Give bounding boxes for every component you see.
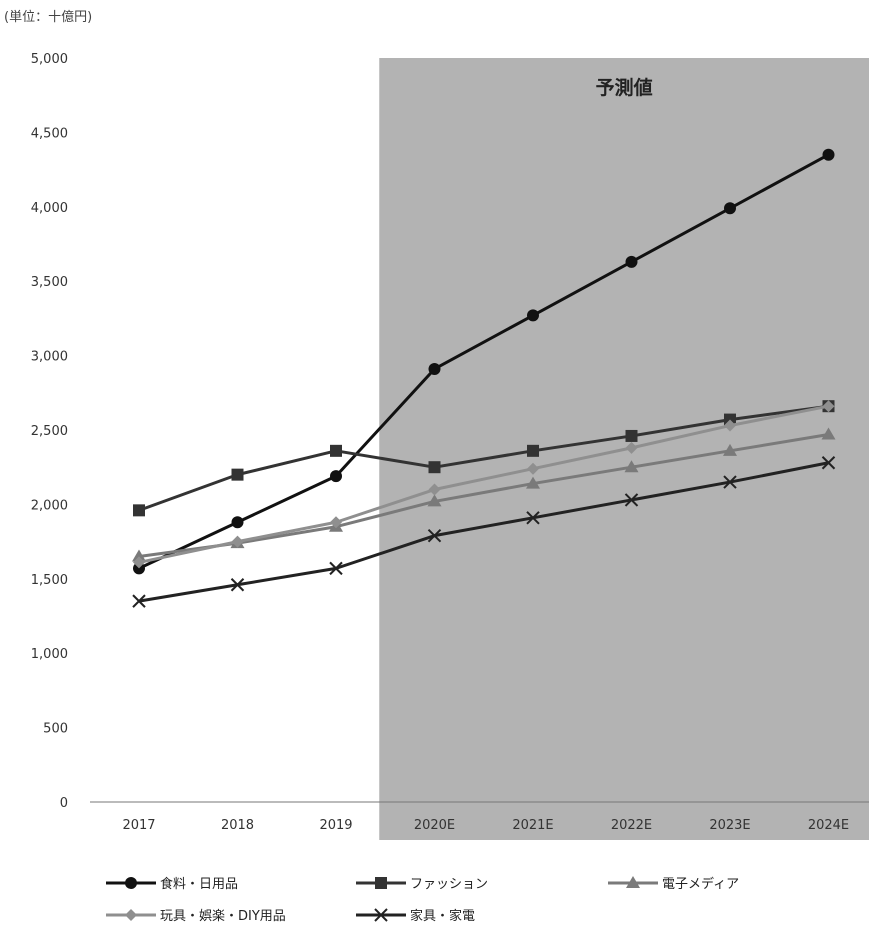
data-point-0-7 bbox=[822, 148, 835, 161]
y-tick-label: 2,000 bbox=[31, 498, 68, 513]
y-tick-label: 4,500 bbox=[31, 126, 68, 141]
x-tick-label: 2017 bbox=[122, 818, 155, 833]
data-point-2-0 bbox=[132, 549, 146, 562]
data-point-3-7 bbox=[822, 400, 835, 413]
x-tick-label: 2018 bbox=[221, 818, 254, 833]
y-tick-label: 2,500 bbox=[31, 424, 68, 439]
data-point-3-6 bbox=[724, 419, 736, 432]
y-tick-label: 4,000 bbox=[31, 201, 68, 216]
data-point-2-4 bbox=[526, 476, 540, 489]
data-point-4-0 bbox=[132, 594, 146, 608]
data-point-1-0 bbox=[133, 504, 145, 517]
series-line-1 bbox=[138, 404, 829, 512]
data-point-0-2 bbox=[330, 470, 342, 483]
data-point-3-0 bbox=[133, 556, 145, 569]
series-line-3 bbox=[138, 404, 829, 564]
data-point-3-4 bbox=[527, 462, 539, 475]
y-tick-label: 500 bbox=[43, 722, 68, 737]
data-point-1-1 bbox=[231, 468, 244, 481]
data-point-4-6 bbox=[723, 475, 737, 489]
data-point-1-3 bbox=[428, 461, 441, 474]
y-tick-label: 1,000 bbox=[31, 647, 68, 662]
series-line-0 bbox=[138, 153, 830, 570]
y-tick-label: 5,000 bbox=[31, 52, 68, 67]
series-line-2 bbox=[138, 432, 829, 558]
forecast-label: 予測値 bbox=[596, 76, 653, 99]
data-point-1-5 bbox=[625, 429, 638, 442]
data-point-3-2 bbox=[330, 516, 342, 529]
x-tick-label: 2019 bbox=[319, 818, 352, 833]
data-point-4-2 bbox=[329, 561, 343, 576]
data-point-4-4 bbox=[526, 511, 540, 525]
x-tick-label: 2024E bbox=[808, 818, 849, 833]
x-tick-label: 2020E bbox=[414, 818, 455, 833]
data-point-3-1 bbox=[231, 535, 244, 548]
unit-label: (単位：十億円) bbox=[4, 10, 93, 25]
data-point-2-7 bbox=[821, 427, 836, 440]
y-tick-label: 0 bbox=[60, 796, 68, 811]
x-tick-label: 2021E bbox=[512, 818, 553, 833]
data-point-3-5 bbox=[625, 441, 638, 454]
data-point-0-1 bbox=[231, 516, 244, 529]
data-point-0-3 bbox=[428, 362, 441, 375]
data-point-1-2 bbox=[330, 444, 342, 457]
data-point-4-5 bbox=[624, 493, 639, 507]
data-point-1-4 bbox=[527, 444, 539, 457]
data-point-3-3 bbox=[428, 483, 441, 496]
data-point-0-6 bbox=[724, 202, 736, 215]
data-point-2-5 bbox=[624, 460, 639, 473]
y-tick-label: 3,500 bbox=[31, 275, 68, 290]
data-point-2-3 bbox=[427, 494, 442, 507]
data-point-0-4 bbox=[527, 309, 539, 322]
series-line-4 bbox=[138, 461, 829, 603]
data-point-2-6 bbox=[723, 443, 737, 456]
x-tick-label: 2023E bbox=[709, 818, 750, 833]
x-tick-label: 2022E bbox=[611, 818, 652, 833]
data-point-0-5 bbox=[625, 255, 638, 268]
data-point-4-1 bbox=[230, 578, 245, 592]
data-point-4-3 bbox=[427, 528, 442, 543]
y-tick-label: 1,500 bbox=[31, 573, 68, 588]
data-point-4-7 bbox=[821, 456, 836, 470]
y-tick-label: 3,000 bbox=[31, 350, 68, 365]
